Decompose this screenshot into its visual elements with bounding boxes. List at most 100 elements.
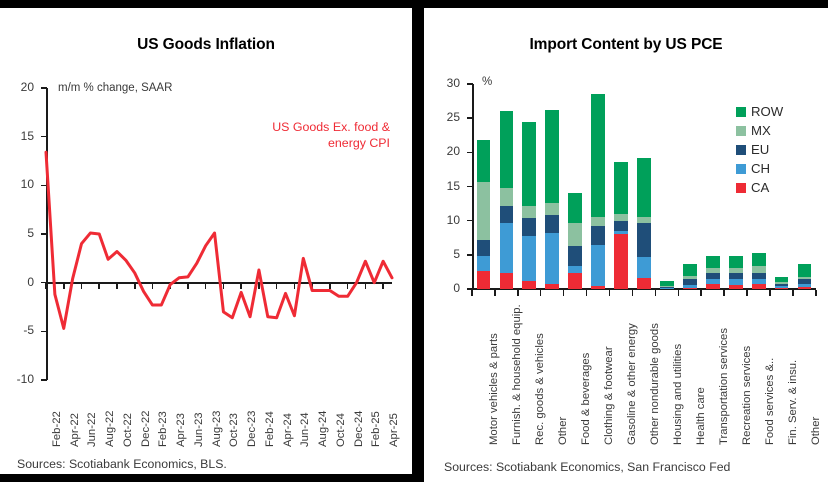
bar-segment-mx [682,276,697,280]
bar-segment-row [751,252,766,267]
left-y-tickmark [41,330,47,333]
right-x-label: Gasoline & other energy [626,323,639,445]
bar-segment-row [728,255,743,268]
bar-segment-eu [614,221,628,231]
right-x-tickmark [677,290,680,296]
bar-segment-ch [774,286,789,288]
bar-segment-ch [751,279,766,285]
bar-segment-ch [568,266,583,273]
left-x-tickmark [116,282,118,289]
left-x-label: Feb-25 [370,411,383,447]
bar-segment-mx [774,282,789,284]
left-x-label: Aug-23 [210,410,223,447]
right-x-label: Recreation services [740,345,753,445]
right-y-tickmark [467,151,473,154]
bar-segment-ca [637,278,651,289]
right-y-tickmark [467,288,473,290]
right-x-label: Furnish. & household equip. [511,304,524,445]
legend-item-mx: MX [736,124,771,137]
bar-segment-eu [660,286,674,288]
bar-segment-mx [637,216,651,224]
left-y-tickmark [41,87,47,89]
bar-segment-mx [660,285,674,287]
bar-segment-mx [568,222,583,246]
bar-segment-row [614,161,628,214]
bar-segment-eu [705,272,720,280]
right-x-label: Health care [694,387,707,445]
left-x-tickmark [80,282,83,289]
right-x-tickmark [494,290,496,296]
left-x-tickmark [382,282,384,289]
left-y-tick-label: -10 [16,372,34,386]
bar-segment-mx [499,187,514,206]
left-y-tickmark [41,233,47,235]
bar-segment-eu [751,272,766,280]
bar-segment-row [545,109,560,203]
right-y-tickmark [467,117,473,119]
legend-label-eu: EU [751,142,770,157]
left-x-tickmark [275,282,278,289]
right-x-label: Transportation services [717,328,730,445]
bar-segment-ca [476,271,491,289]
bar-segment-mx [545,202,560,216]
bar-segment-row [774,276,789,283]
right-x-tickmark [654,290,657,296]
right-x-tickmark [769,290,771,296]
left-sources: Sources: Scotiabank Economics, BLS. [17,457,227,471]
right-x-label: Food services &.. [763,357,776,445]
bar-segment-ch [637,256,651,279]
bar-segment-row [637,157,651,217]
left-x-tickmark [364,282,367,289]
left-y-tick-label: -5 [23,323,34,338]
bar-segment-row [682,264,697,276]
bar-segment-mx [797,277,812,280]
legend-swatch-eu [736,144,746,155]
legend-swatch-ch [736,163,746,174]
series-annotation-line1: US Goods Ex. food & [272,120,390,134]
left-x-tickmark [258,282,260,289]
left-axis-note: m/m % change, SAAR [58,82,173,94]
left-x-tickmark [329,282,331,289]
legend-label-ca: CA [751,180,770,195]
legend-item-ch: CH [736,162,770,175]
bar-segment-eu [774,283,789,287]
bar-segment-eu [476,240,491,257]
left-y-tick-label: 5 [27,226,34,240]
bar-segment-ca [614,234,628,289]
left-x-label: Apr-23 [175,413,188,447]
bar-segment-mx [522,206,537,218]
right-x-label: Motor vehicles & parts [488,333,501,445]
right-x-tickmark [471,290,473,296]
left-x-label: Apr-24 [281,413,294,447]
left-x-tickmark [45,282,47,289]
bar-segment-ca [751,284,766,289]
left-x-label: Feb-22 [51,411,63,447]
right-x-tickmark [815,290,817,296]
left-chart-title: US Goods Inflation [137,36,275,53]
bar-segment-ch [499,223,514,274]
bar-segment-ca [499,273,514,289]
left-x-label: Oct-24 [334,413,347,447]
bar-segment-ch [660,287,674,289]
legend-label-ch: CH [751,161,771,176]
inflation-line [44,150,394,330]
right-x-tickmark [585,290,588,296]
right-y-tick-label: 20 [446,144,460,159]
bar-segment-eu [797,279,812,284]
legend-swatch-mx [736,125,746,136]
right-y-tick-label: 5 [453,246,460,261]
bar-segment-ch [797,283,812,287]
bar-segment-eu [545,215,560,233]
bar-segment-ca [660,288,674,289]
bar-segment-row [797,263,812,278]
right-y-tick-label: 10 [446,212,460,227]
bar-segment-eu [591,226,605,246]
right-x-label: Clothing & footwear [603,346,616,445]
bar-segment-eu [682,279,697,285]
left-x-tickmark [62,282,65,289]
bar-segment-eu [728,272,743,280]
left-x-label: Oct-23 [228,413,241,447]
left-x-label: Apr-25 [388,413,401,447]
right-y-tickmark [467,185,473,188]
